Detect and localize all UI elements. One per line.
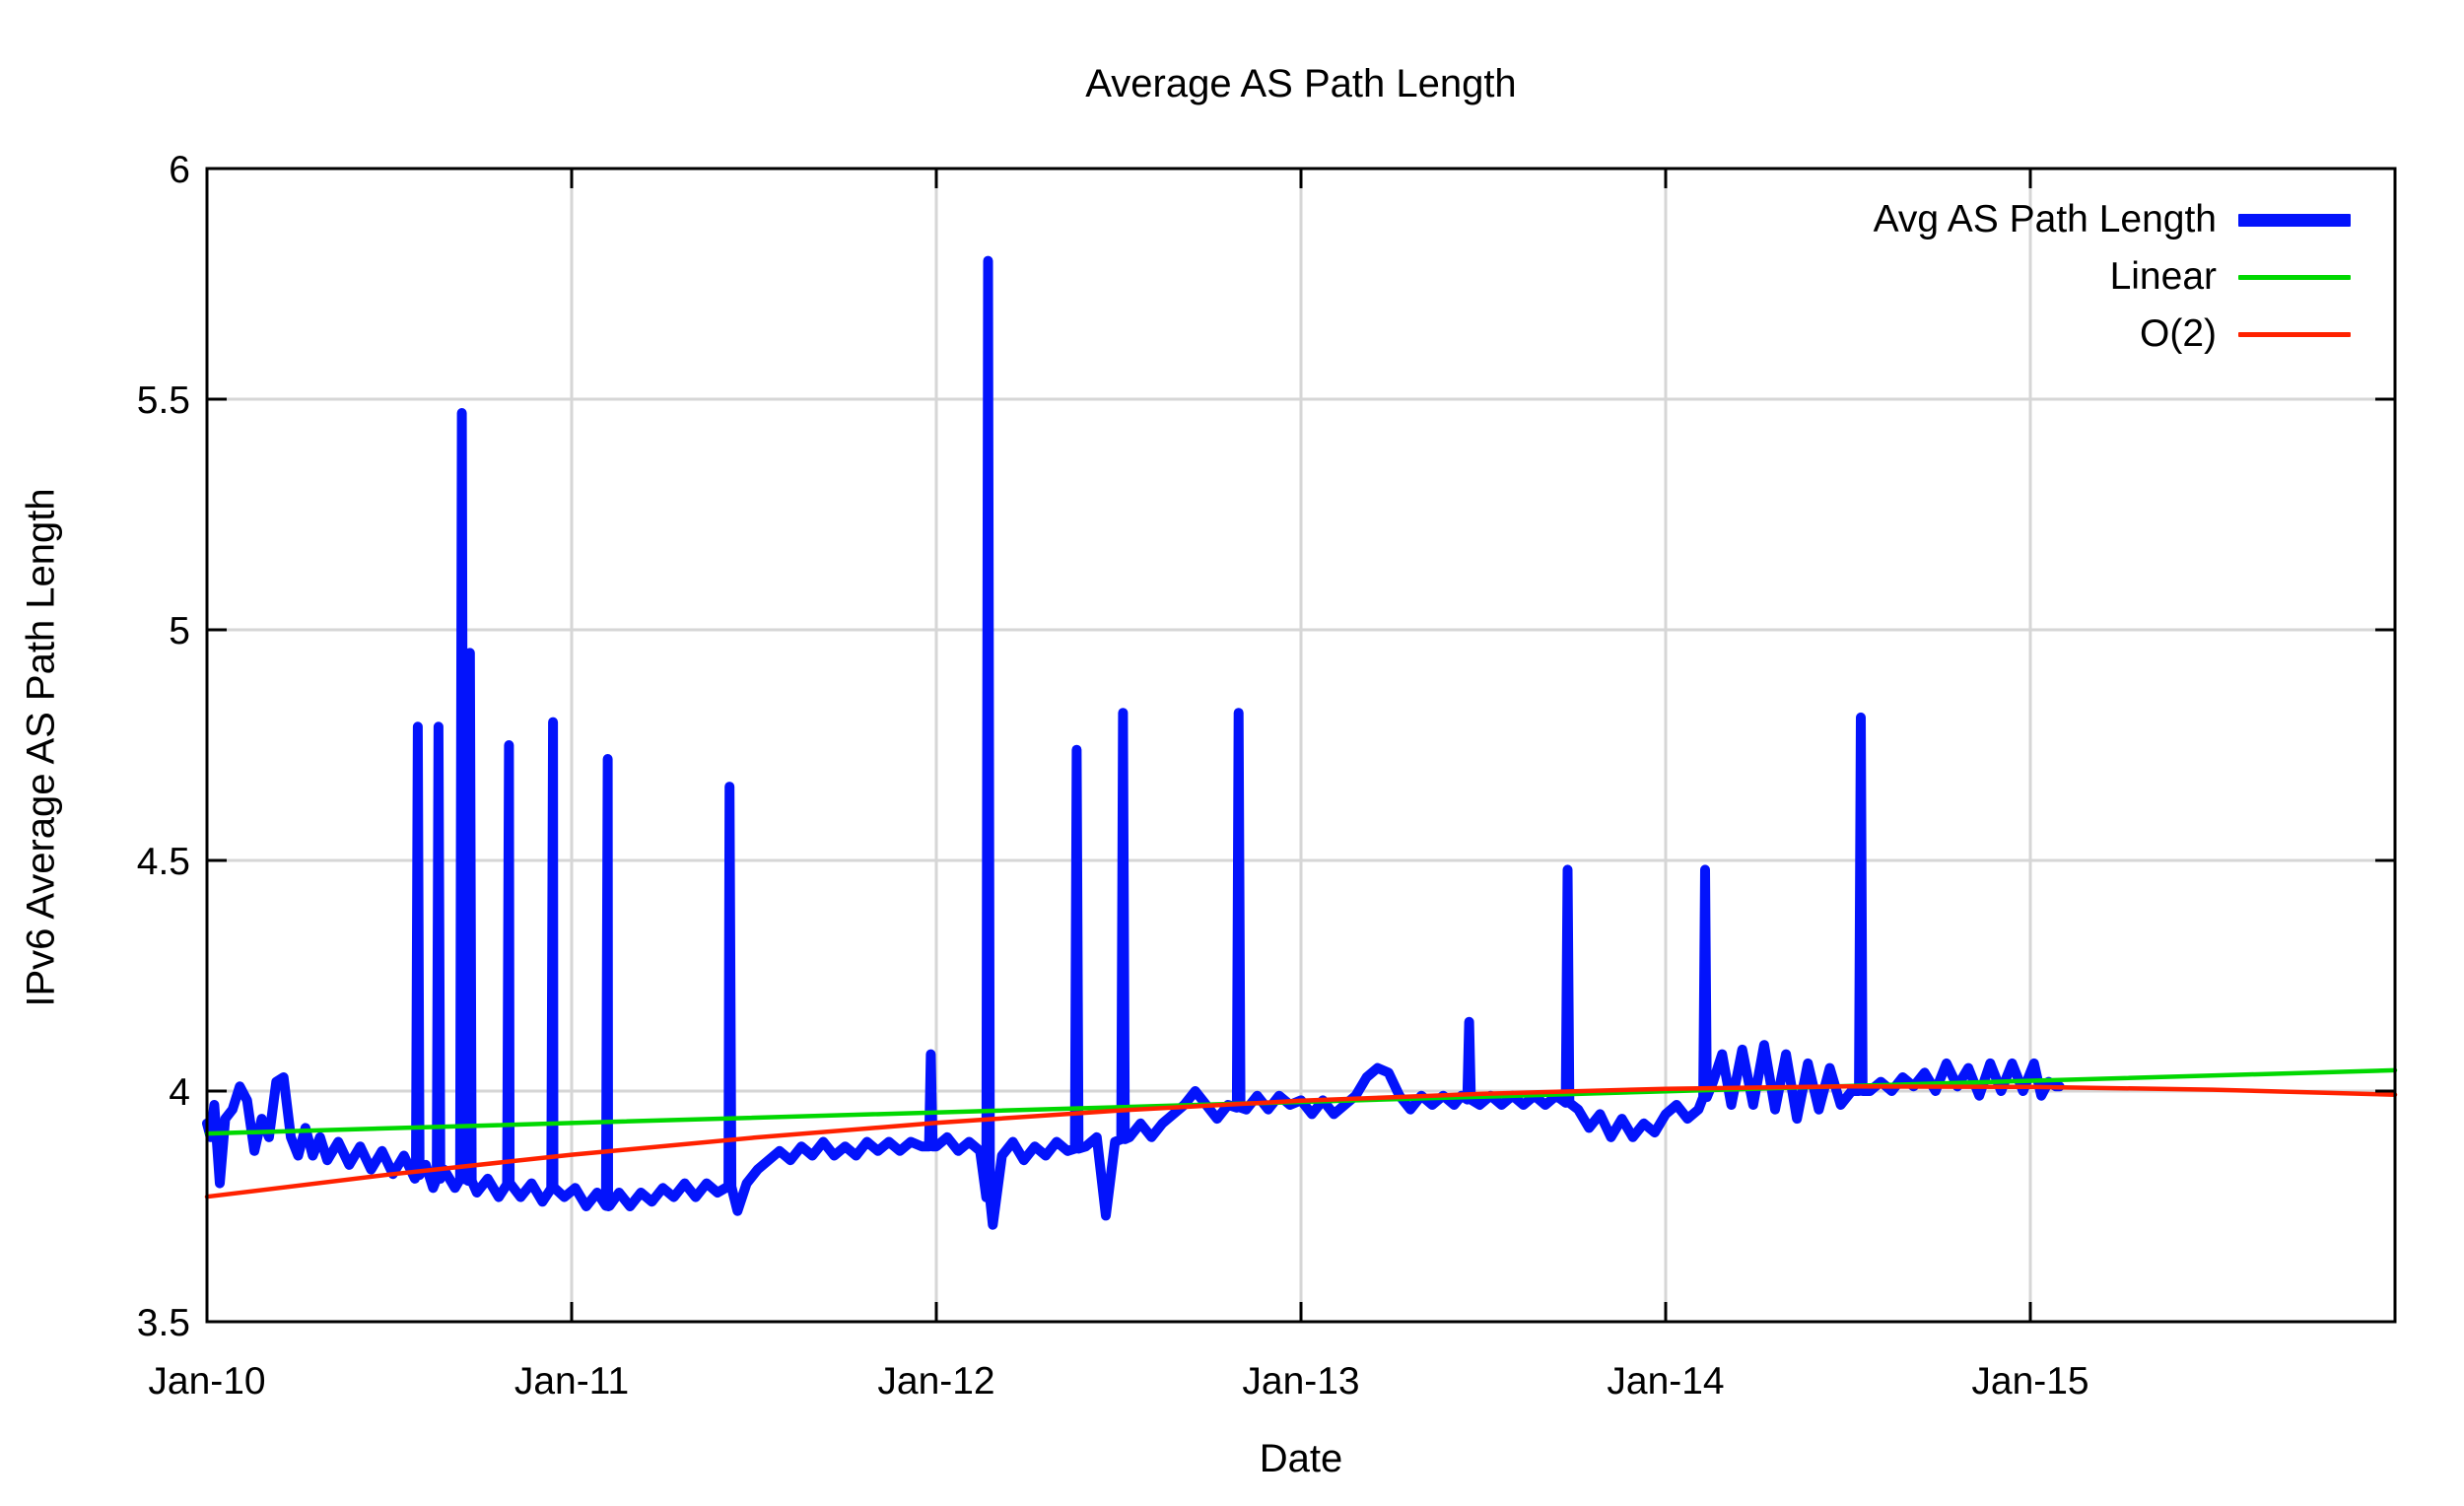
legend-swatch-linear-line [2238,274,2351,280]
legend-row-linear: Linear [1874,248,2351,306]
x-axis-title: Date [1259,1437,1343,1480]
legend-label-o2: O(2) [2140,312,2217,355]
legend-row-o2: O(2) [1874,306,2351,363]
y-tick-label-3: 5 [169,610,190,652]
y-tick-label-5: 6 [169,149,190,191]
x-tick-label-2: Jan-12 [877,1360,994,1403]
x-tick-label-1: Jan-11 [514,1360,629,1403]
legend-label-avg: Avg AS Path Length [1873,198,2217,240]
legend-row-avg: Avg AS Path Length [1874,191,2351,248]
legend-swatch-o2-line [2238,331,2351,337]
chart-title: Average AS Path Length [1085,62,1517,105]
legend-swatch-avg-line [2238,213,2351,227]
y-tick-label-0: 3.5 [137,1302,190,1344]
y-tick-label-2: 4.5 [137,841,190,883]
x-tick-label-4: Jan-14 [1607,1360,1724,1403]
y-tick-label-4: 5.5 [137,379,190,422]
legend-label-linear: Linear [2109,255,2217,298]
x-tick-label-3: Jan-13 [1242,1360,1359,1403]
legend: Avg AS Path Length Linear O(2) [1874,191,2351,363]
series-o2-fit [204,1084,2398,1199]
x-tick-label-0: Jan-10 [148,1360,265,1403]
y-axis-title: IPv6 Average AS Path Length [19,488,63,1007]
y-tick-label-1: 4 [169,1071,190,1114]
x-tick-label-5: Jan-15 [1971,1360,2088,1403]
series-avg-as-path-length [202,255,2065,1230]
